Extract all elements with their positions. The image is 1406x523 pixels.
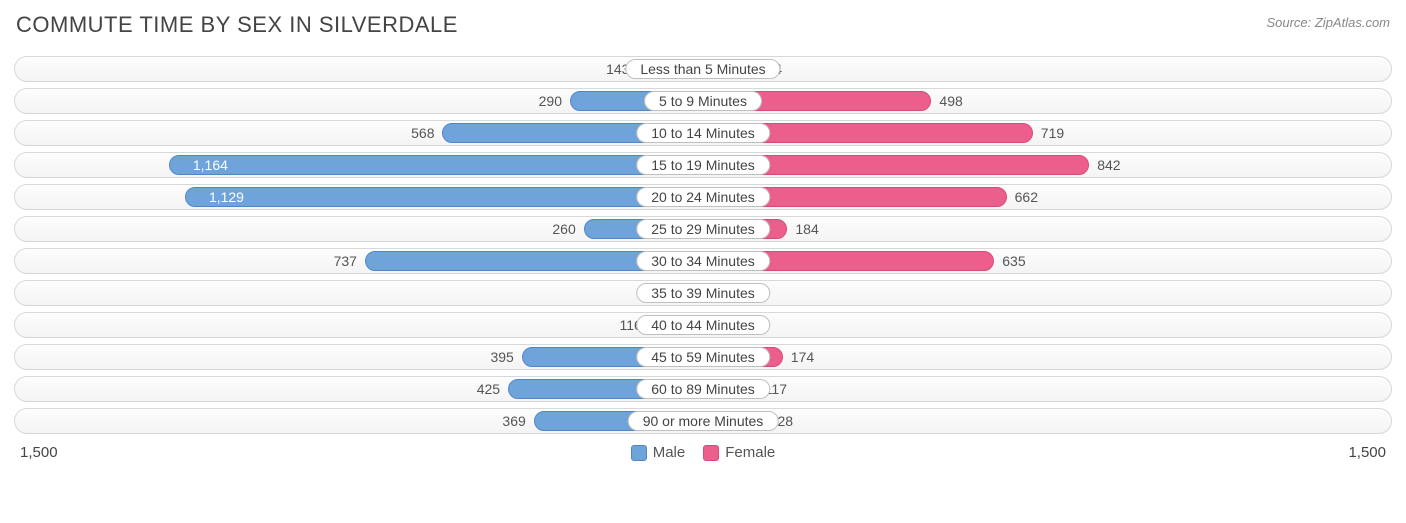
value-label-male: 290	[539, 89, 570, 115]
chart-row: 260 184 25 to 29 Minutes	[14, 216, 1392, 242]
chart-row: 772835 to 39 Minutes	[14, 280, 1392, 306]
category-pill: 45 to 59 Minutes	[636, 347, 770, 367]
category-pill: 60 to 89 Minutes	[636, 379, 770, 399]
axis-left-label: 1,500	[20, 444, 58, 461]
category-pill: 35 to 39 Minutes	[636, 283, 770, 303]
legend: Male Female	[631, 444, 776, 461]
value-label-male: 425	[477, 377, 508, 403]
value-label-female: 184	[787, 217, 818, 243]
bar-male	[169, 155, 703, 175]
value-label-female: 498	[931, 89, 962, 115]
value-label-female: 842	[1089, 153, 1120, 179]
legend-swatch-female	[703, 445, 719, 461]
chart-row: 395 174 45 to 59 Minutes	[14, 344, 1392, 370]
chart-row: 737 635 30 to 34 Minutes	[14, 248, 1392, 274]
value-label-female: 174	[783, 345, 814, 371]
chart-row: 42511760 to 89 Minutes	[14, 376, 1392, 402]
legend-label-male: Male	[653, 444, 686, 461]
chart-row: 143104Less than 5 Minutes	[14, 56, 1392, 82]
chart-row: 1,129 662 20 to 24 Minutes	[14, 184, 1392, 210]
chart-footer: 1,500 Male Female 1,500	[10, 440, 1396, 461]
chart-row: 290 498 5 to 9 Minutes	[14, 88, 1392, 114]
chart-source: Source: ZipAtlas.com	[1266, 15, 1390, 30]
value-label-male: 369	[502, 409, 533, 435]
legend-item-male: Male	[631, 444, 686, 461]
category-pill: 30 to 34 Minutes	[636, 251, 770, 271]
category-pill: Less than 5 Minutes	[625, 59, 780, 79]
category-pill: 25 to 29 Minutes	[636, 219, 770, 239]
chart-row: 36912890 or more Minutes	[14, 408, 1392, 434]
axis-right-label: 1,500	[1348, 444, 1386, 461]
value-label-female: 635	[994, 249, 1025, 275]
legend-swatch-male	[631, 445, 647, 461]
category-pill: 10 to 14 Minutes	[636, 123, 770, 143]
chart-row: 568 719 10 to 14 Minutes	[14, 120, 1392, 146]
category-pill: 20 to 24 Minutes	[636, 187, 770, 207]
bar-male	[185, 187, 703, 207]
chart-rows: 143104Less than 5 Minutes 290 498 5 to 9 Mi…	[10, 56, 1396, 434]
category-pill: 15 to 19 Minutes	[636, 155, 770, 175]
value-label-male: 395	[490, 345, 521, 371]
value-label-male: 568	[411, 121, 442, 147]
chart-row: 1,164 842 15 to 19 Minutes	[14, 152, 1392, 178]
value-label-male: 260	[552, 217, 583, 243]
category-pill: 5 to 9 Minutes	[644, 91, 762, 111]
chart-container: COMMUTE TIME BY SEX IN SILVERDALE Source…	[0, 0, 1406, 523]
chart-title: COMMUTE TIME BY SEX IN SILVERDALE	[16, 12, 458, 38]
category-pill: 90 or more Minutes	[628, 411, 779, 431]
chart-row: 1169240 to 44 Minutes	[14, 312, 1392, 338]
category-pill: 40 to 44 Minutes	[636, 315, 770, 335]
value-label-male: 1,129	[199, 185, 244, 211]
value-label-female: 719	[1033, 121, 1064, 147]
legend-item-female: Female	[703, 444, 775, 461]
value-label-male: 737	[334, 249, 365, 275]
value-label-male: 1,164	[183, 153, 228, 179]
value-label-female: 662	[1007, 185, 1038, 211]
legend-label-female: Female	[725, 444, 775, 461]
chart-header: COMMUTE TIME BY SEX IN SILVERDALE Source…	[10, 12, 1396, 38]
